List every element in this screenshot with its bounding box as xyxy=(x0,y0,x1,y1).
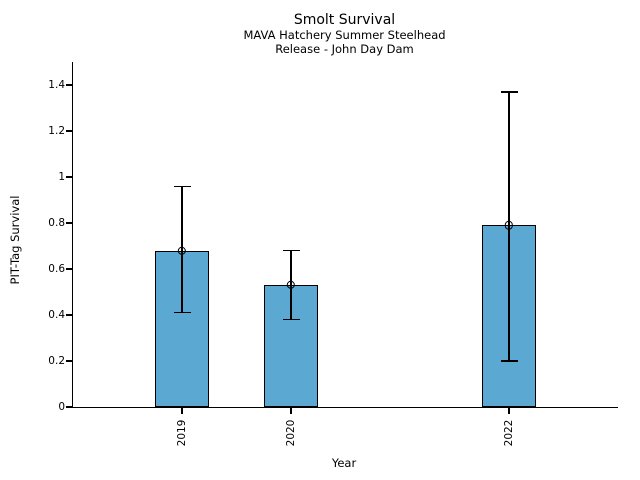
y-tick-label: 0.2 xyxy=(48,355,65,367)
plot-area: 0 0.2 0.4 0.6 0.8 1 1.2 1.4 2019 2020 2022 xyxy=(48,62,618,446)
y-tick-label: 1 xyxy=(58,171,65,183)
error-cap-top xyxy=(173,185,191,187)
error-cap-bottom xyxy=(173,312,191,314)
chart-header: Smolt Survival MAVA Hatchery Summer Stee… xyxy=(72,11,617,56)
y-tick-label: 0.4 xyxy=(48,309,65,321)
point-marker-2019 xyxy=(177,246,187,255)
y-tick xyxy=(66,268,72,270)
y-tick-label: 1.2 xyxy=(48,125,65,137)
x-tick xyxy=(508,408,510,415)
chart-title: Smolt Survival xyxy=(293,12,396,28)
y-tick-label: 0.6 xyxy=(48,263,65,275)
error-cap-top xyxy=(500,91,518,93)
x-tick-label: 2022 xyxy=(503,419,515,447)
y-tick-label: 0 xyxy=(58,401,65,413)
y-tick xyxy=(66,176,72,178)
x-tick-label: 2020 xyxy=(285,419,297,447)
y-tick xyxy=(66,314,72,316)
error-cap-bottom xyxy=(500,360,518,362)
y-tick xyxy=(66,406,72,408)
error-cap-top xyxy=(282,249,300,252)
point-marker-2020 xyxy=(286,280,296,290)
y-tick xyxy=(66,84,72,86)
y-tick-label: 0.8 xyxy=(48,217,65,229)
x-tick-label: 2019 xyxy=(176,419,188,447)
y-axis-label: PIT-Tag Survival xyxy=(8,195,22,285)
y-tick-label: 1.4 xyxy=(48,79,65,91)
chart-subtitle-line2: Release - John Day Dam xyxy=(275,41,414,56)
x-axis-label: Year xyxy=(331,456,357,470)
chart-subtitle-line1: MAVA Hatchery Summer Steelhead xyxy=(243,28,446,42)
x-tick xyxy=(181,408,183,415)
y-tick xyxy=(66,130,72,132)
point-marker-2022 xyxy=(504,221,514,230)
y-tick xyxy=(66,222,72,224)
x-tick xyxy=(290,408,292,415)
y-tick xyxy=(66,360,72,362)
error-cap-bottom xyxy=(282,318,300,321)
